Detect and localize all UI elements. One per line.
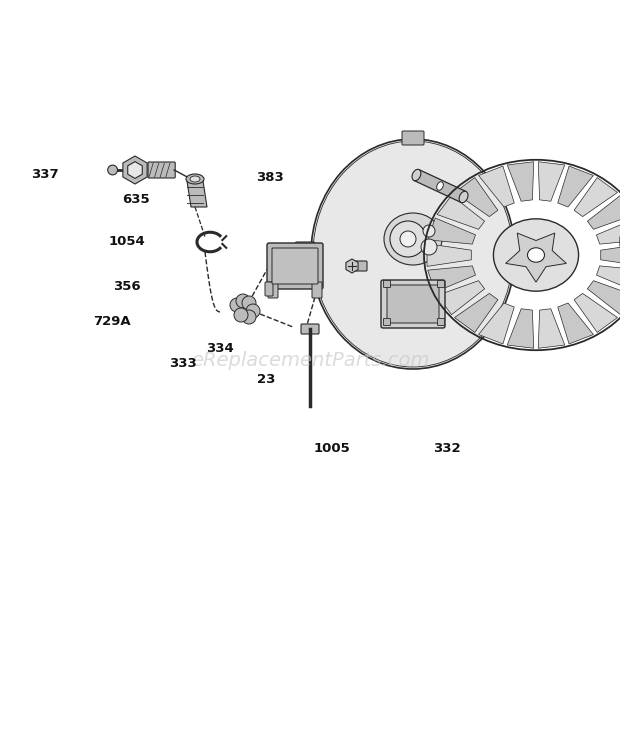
Polygon shape [538,161,565,201]
Polygon shape [601,243,620,266]
Circle shape [242,296,256,310]
Text: 383: 383 [256,170,283,184]
Polygon shape [596,266,620,292]
Ellipse shape [190,176,200,182]
Polygon shape [538,309,565,348]
Text: 334: 334 [206,341,234,355]
Polygon shape [587,280,620,315]
FancyBboxPatch shape [265,282,273,296]
Polygon shape [454,178,498,217]
Ellipse shape [186,174,204,184]
FancyBboxPatch shape [312,282,322,298]
FancyBboxPatch shape [301,324,319,334]
FancyBboxPatch shape [268,282,278,298]
Polygon shape [454,293,498,333]
Polygon shape [427,243,471,266]
Ellipse shape [412,170,421,181]
Polygon shape [558,303,593,344]
FancyBboxPatch shape [402,131,424,145]
Polygon shape [437,280,485,315]
Polygon shape [596,218,620,244]
Ellipse shape [384,213,442,265]
Polygon shape [437,196,485,229]
Text: 356: 356 [113,280,141,293]
Polygon shape [414,170,466,202]
Text: 332: 332 [433,442,460,455]
Circle shape [400,231,416,247]
Polygon shape [428,218,476,244]
Circle shape [421,239,437,255]
Polygon shape [506,233,566,282]
Ellipse shape [494,219,578,291]
Polygon shape [123,156,147,184]
Circle shape [246,304,260,318]
Text: eReplacementParts.com: eReplacementParts.com [191,351,429,371]
Polygon shape [574,293,618,333]
FancyBboxPatch shape [387,285,439,323]
Circle shape [236,294,250,308]
Ellipse shape [528,248,544,262]
FancyBboxPatch shape [438,280,445,287]
Text: 1054: 1054 [108,235,146,248]
FancyBboxPatch shape [267,243,323,289]
Circle shape [234,308,248,322]
Ellipse shape [311,139,515,369]
Circle shape [242,310,256,324]
Polygon shape [428,266,476,292]
Text: 635: 635 [123,193,150,206]
Polygon shape [507,309,534,348]
Text: 729A: 729A [93,315,130,328]
Ellipse shape [436,182,443,190]
Polygon shape [574,178,618,217]
Text: 1005: 1005 [313,442,350,455]
Polygon shape [346,259,358,273]
FancyBboxPatch shape [438,318,445,326]
Polygon shape [479,166,514,207]
Polygon shape [558,166,593,207]
FancyBboxPatch shape [351,261,367,271]
FancyBboxPatch shape [148,162,175,178]
FancyBboxPatch shape [384,280,391,287]
Text: 23: 23 [257,373,276,386]
Polygon shape [587,196,620,229]
Circle shape [423,225,435,237]
FancyBboxPatch shape [295,242,315,266]
Polygon shape [187,181,207,207]
FancyBboxPatch shape [384,318,391,326]
FancyBboxPatch shape [381,280,445,328]
Circle shape [230,298,244,312]
Circle shape [108,165,118,175]
Polygon shape [479,303,514,344]
Text: 337: 337 [31,168,58,182]
Circle shape [390,221,426,257]
FancyBboxPatch shape [272,248,318,284]
Polygon shape [507,161,534,201]
Polygon shape [128,161,142,179]
Text: 333: 333 [169,356,197,370]
Ellipse shape [459,191,468,202]
